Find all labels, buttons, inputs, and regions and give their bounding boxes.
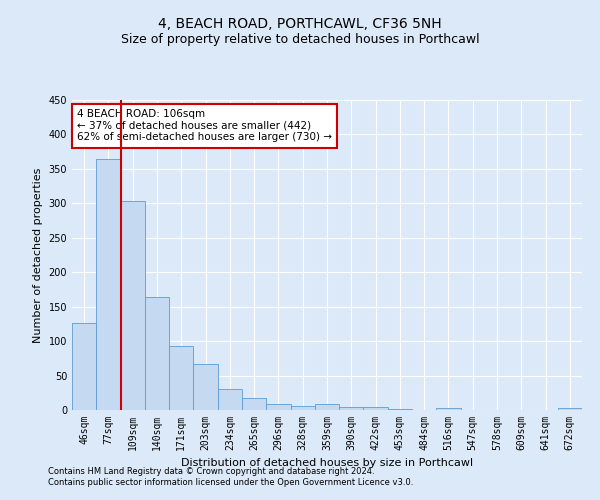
Bar [121, 200, 145, 410]
Bar [96, 158, 121, 410]
Bar [364, 407, 388, 410]
Text: Contains HM Land Registry data © Crown copyright and database right 2024.: Contains HM Land Registry data © Crown c… [48, 467, 374, 476]
Bar [266, 404, 290, 410]
Bar [339, 407, 364, 410]
Bar [315, 404, 339, 410]
Text: Contains public sector information licensed under the Open Government Licence v3: Contains public sector information licen… [48, 478, 413, 487]
Bar [388, 408, 412, 410]
Bar [145, 297, 169, 410]
Bar [436, 408, 461, 410]
Bar [242, 398, 266, 410]
Bar [193, 364, 218, 410]
Bar [218, 390, 242, 410]
Bar [290, 406, 315, 410]
Bar [72, 322, 96, 410]
Text: 4 BEACH ROAD: 106sqm
← 37% of detached houses are smaller (442)
62% of semi-deta: 4 BEACH ROAD: 106sqm ← 37% of detached h… [77, 110, 332, 142]
Text: Size of property relative to detached houses in Porthcawl: Size of property relative to detached ho… [121, 32, 479, 46]
Text: 4, BEACH ROAD, PORTHCAWL, CF36 5NH: 4, BEACH ROAD, PORTHCAWL, CF36 5NH [158, 18, 442, 32]
Bar [558, 408, 582, 410]
Bar [169, 346, 193, 410]
X-axis label: Distribution of detached houses by size in Porthcawl: Distribution of detached houses by size … [181, 458, 473, 468]
Y-axis label: Number of detached properties: Number of detached properties [33, 168, 43, 342]
